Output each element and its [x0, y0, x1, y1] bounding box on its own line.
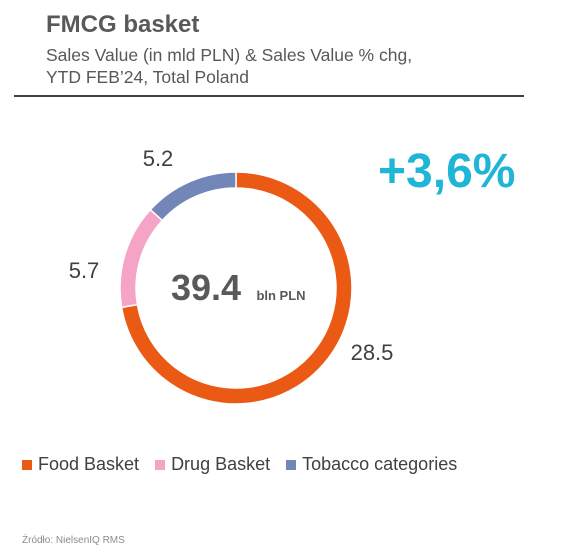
value-label-drug: 5.7: [69, 258, 100, 283]
center-total-value: 39.4: [171, 267, 241, 308]
growth-percentage: +3,6%: [378, 145, 516, 198]
legend-item-tobacco: Tobacco categories: [286, 454, 457, 475]
legend-item-drug: Drug Basket: [155, 454, 270, 475]
subtitle-line-1: Sales Value (in mld PLN) & Sales Value %…: [46, 45, 413, 65]
source-note: Źródło: NielsenIQ RMS: [22, 535, 125, 546]
legend-swatch-drug: [155, 459, 166, 470]
legend-label-drug: Drug Basket: [171, 454, 271, 474]
center-total-unit: bln PLN: [256, 288, 305, 303]
legend-item-food: Food Basket: [22, 454, 139, 475]
donut-center-label: 39.4 bln PLN: [171, 267, 306, 308]
chart-subtitle: Sales Value (in mld PLN) & Sales Value %…: [46, 44, 412, 88]
chart-legend: Food Basket Drug Basket Tobacco categori…: [22, 454, 473, 475]
slice-value-labels: 28.5 5.7 5.2: [69, 146, 394, 365]
legend-label-tobacco: Tobacco categories: [302, 454, 458, 474]
value-label-tobacco: 5.2: [143, 146, 174, 171]
header-divider: [14, 95, 524, 97]
value-label-food: 28.5: [351, 340, 394, 365]
donut-slice-drug: [119, 208, 164, 309]
legend-label-food: Food Basket: [38, 454, 140, 474]
subtitle-line-2: YTD FEB’24, Total Poland: [46, 67, 249, 87]
chart-title: FMCG basket: [46, 11, 200, 38]
legend-swatch-tobacco: [286, 459, 297, 470]
legend-swatch-food: [22, 459, 32, 470]
donut-slice-tobacco: [149, 171, 237, 222]
donut-slices: [119, 171, 353, 405]
